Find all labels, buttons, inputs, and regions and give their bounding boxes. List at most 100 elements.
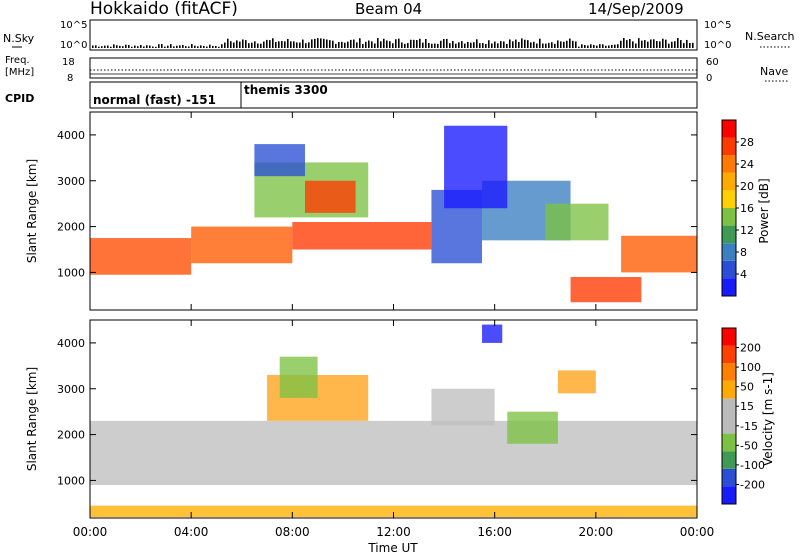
colorbar-segment [722,278,736,296]
nsky-sample [629,39,631,48]
nsky-sample [164,46,166,48]
colorbar-tick-label: -100 [740,459,765,472]
freq-panel: Freq. [MHz] 18 8 60 0 Nave [5,55,788,84]
nsky-sample [134,45,136,48]
scatter-region-1 [191,226,293,264]
velocity-y-axis: 1000 2000 3000 4000 [57,337,697,487]
colorbar-tick-label: 15 [740,400,754,413]
freq-tick-bottom: 8 [67,73,73,84]
nsky-sample [224,42,226,48]
station-title: Hokkaido (fitACF) [90,0,238,19]
nsky-sample [356,42,358,48]
nsky-sample [311,39,313,48]
nsky-sample [581,44,583,48]
nsky-sample [233,42,235,48]
nsky-sample [449,43,451,48]
velocity-colorbar-label: Velocity [m s-1] [761,372,775,466]
nsky-sample [494,41,496,48]
colorbar-segment [722,398,736,416]
nsky-sample [212,45,214,48]
colorbar-segment [722,363,736,381]
nsky-sample [641,40,643,48]
nsky-sample [239,41,241,48]
nsky-sample [236,40,238,48]
nsky-sample [452,41,454,48]
nsky-sample [278,41,280,48]
nsky-sample [611,44,613,48]
scatter-region-6 [482,324,503,343]
nsky-sample [179,45,181,48]
nsky-sample [353,39,355,48]
nsky-sample [422,42,424,48]
nsky-sample [110,46,112,48]
nsky-sample [329,40,331,48]
nsky-sample [608,45,610,48]
nsky-sample [515,39,517,48]
power-ylabel: Slant Range [km] [25,159,39,263]
nsky-sample [221,44,223,48]
nsky-sample [659,41,661,48]
nsky-sample [482,43,484,48]
search-panel: N.Sky 10^5 10^0 10^5 10^0 N.Search [3,19,795,51]
x-tick-label: 20:00 [579,525,614,539]
nsky-sample [257,43,259,48]
y-tick-label: 3000 [57,175,85,188]
nsky-sample [227,38,229,48]
nsky-sample [185,46,187,48]
nsky-sample [338,42,340,48]
nsky-sample [416,40,418,48]
nsky-sample [656,40,658,48]
power-heatmap [90,125,697,303]
nsky-sample [503,41,505,48]
colorbar-tick-label: 200 [740,342,761,355]
nsky-sample [437,43,439,48]
nsky-sample [341,41,343,48]
nsky-sample [194,45,196,48]
nsky-sample [524,39,526,48]
nsky-sample [464,43,466,48]
y-tick-label: 1000 [57,474,85,487]
date-title: 14/Sep/2009 [588,0,684,18]
nsky-sample [275,42,277,48]
colorbar-tick-label: 50 [740,381,754,394]
nsky-sample [314,38,316,48]
nsky-sample [653,39,655,48]
nsky-sample [458,42,460,48]
nsky-sample [443,39,445,48]
nsky-sample [620,40,622,48]
nsky-sample [599,44,601,48]
colorbar-tick-label: 20 [740,180,754,193]
colorbar-tick-label: -200 [740,478,765,491]
x-tick-label: 00:00 [680,525,715,539]
nsky-sample [497,43,499,48]
nsky-sample [434,43,436,48]
nsky-sample [404,43,406,48]
colorbar-segment [722,225,736,244]
nsky-sample [161,44,163,48]
nsky-sample [554,43,556,48]
nsky-sample [203,46,205,48]
nsky-sample [131,46,133,48]
scatter-region-3 [431,388,495,426]
nsky-sample [119,45,121,48]
nsky-sample [518,41,520,48]
nsky-sample [488,40,490,48]
y-tick-label: 4000 [57,129,85,142]
nsky-sample [266,39,268,48]
nsky-sample [260,43,262,48]
y-tick-label: 4000 [57,337,85,350]
nsky-sample [527,40,529,48]
scatter-region-2 [292,222,432,250]
nsky-sample [92,45,94,48]
nsky-sample [374,43,376,48]
nsky-sample [428,42,430,48]
colorbar-tick-label: 100 [740,361,761,374]
nsky-sample [392,43,394,48]
nsky-sample [206,46,208,48]
nsky-sample [377,38,379,48]
nsky-sample [113,44,115,48]
nsky-sample [431,43,433,48]
velocity-panel: 1000 2000 3000 4000 Slant Range [km] 200 100… [25,319,775,519]
nave-tick-bottom: 0 [706,73,712,84]
